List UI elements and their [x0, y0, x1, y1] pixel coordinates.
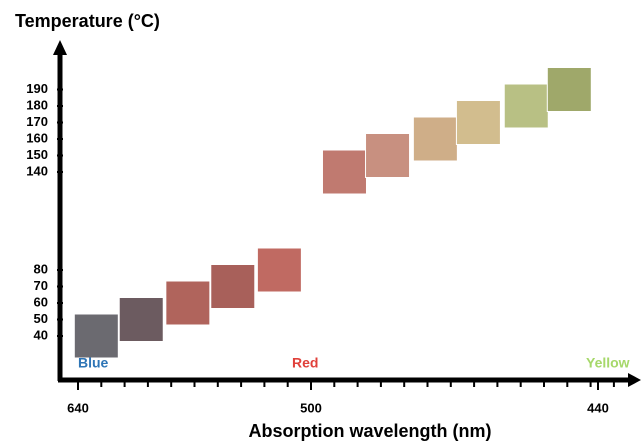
y-tick-label: 190 [26, 81, 48, 96]
color-swatch [210, 264, 256, 309]
chart-title: Temperature (°C) [15, 11, 160, 31]
color-swatch [546, 67, 592, 112]
color-swatch [118, 297, 164, 342]
y-tick-label: 70 [34, 278, 48, 293]
y-tick-label: 80 [34, 261, 48, 276]
color-annotation: Yellow [586, 355, 630, 371]
color-swatch [365, 133, 411, 178]
y-tick-label: 50 [34, 311, 48, 326]
y-tick-label: 60 [34, 294, 48, 309]
color-annotation: Blue [78, 355, 109, 371]
x-tick-label: 440 [587, 400, 609, 415]
color-swatch [503, 83, 549, 129]
y-tick-label: 150 [26, 147, 48, 162]
color-swatch [73, 313, 119, 359]
x-tick-label: 500 [300, 400, 322, 415]
color-swatch [412, 116, 458, 162]
y-tick-label: 140 [26, 163, 48, 178]
color-swatch [455, 100, 501, 145]
x-axis-title: Absorption wavelength (nm) [249, 421, 492, 441]
y-tick-label: 160 [26, 130, 48, 145]
y-tick-label: 180 [26, 97, 48, 112]
x-axis-arrow [628, 373, 641, 387]
color-annotation: Red [292, 355, 318, 371]
y-tick-label: 170 [26, 114, 48, 129]
color-swatch [321, 149, 367, 195]
color-swatch [165, 280, 211, 326]
x-tick-label: 640 [67, 400, 89, 415]
color-swatch [256, 247, 302, 293]
y-axis-arrow [53, 40, 67, 55]
y-tick-label: 40 [34, 327, 48, 342]
